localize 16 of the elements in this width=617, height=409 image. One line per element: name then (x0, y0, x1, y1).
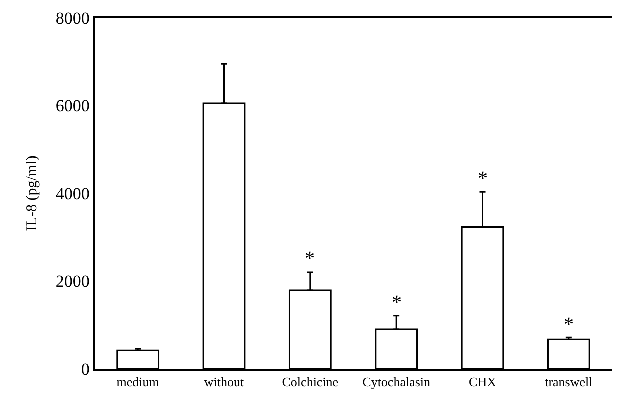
annotation: * (478, 168, 488, 190)
y-tick-label: 2000 (56, 272, 90, 292)
y-tick-label: 6000 (56, 96, 90, 116)
x-tick-label: Colchicine (282, 374, 339, 390)
x-tick-label: CHX (469, 374, 498, 390)
y-tick-label: 4000 (56, 184, 90, 204)
x-tick-label: Cytochalasin (362, 374, 432, 390)
x-tick-label: without (204, 374, 244, 390)
annotation: * (305, 248, 315, 270)
y-tick-label: 8000 (56, 8, 90, 28)
x-tick-label: medium (116, 374, 160, 390)
x-tick-label: transwell (545, 374, 594, 390)
annotation: * (392, 292, 402, 314)
y-tick-label: 0 (81, 360, 90, 379)
y-axis-title: IL-8 (pg/ml) (24, 156, 41, 232)
annotation: * (564, 314, 574, 336)
